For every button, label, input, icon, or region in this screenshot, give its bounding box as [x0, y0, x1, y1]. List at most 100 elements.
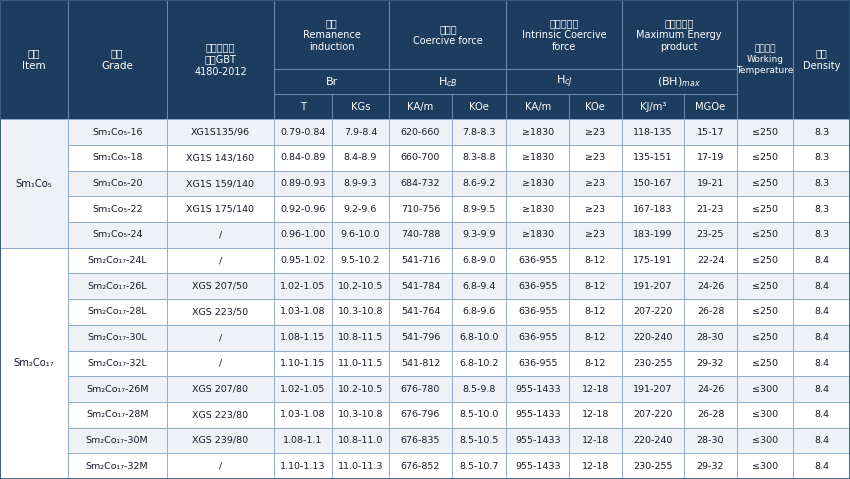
Bar: [621, 196, 684, 222]
Bar: [793, 145, 850, 171]
Text: 8-12: 8-12: [585, 256, 606, 265]
Bar: [67, 402, 167, 428]
Text: 6.8-9.4: 6.8-9.4: [462, 282, 496, 291]
Bar: [0, 0, 67, 119]
Text: 9.3-9.9: 9.3-9.9: [462, 230, 496, 240]
Bar: [274, 274, 332, 299]
Text: 0.92-0.96: 0.92-0.96: [280, 205, 326, 214]
Text: 6.8-10.2: 6.8-10.2: [460, 359, 499, 368]
Bar: [793, 196, 850, 222]
Text: 167-183: 167-183: [633, 205, 672, 214]
Text: 8.9-9.3: 8.9-9.3: [343, 179, 377, 188]
Text: 8.6-9.2: 8.6-9.2: [462, 179, 496, 188]
Text: 12-18: 12-18: [581, 410, 609, 419]
Text: 636-955: 636-955: [518, 333, 558, 342]
Text: 1.03-1.08: 1.03-1.08: [280, 410, 326, 419]
Bar: [452, 171, 507, 196]
Bar: [793, 0, 850, 119]
Bar: [452, 274, 507, 299]
Bar: [67, 428, 167, 453]
Bar: [274, 119, 332, 145]
Text: ≥23: ≥23: [586, 179, 605, 188]
Text: 1.03-1.08: 1.03-1.08: [280, 308, 326, 317]
Text: 150-167: 150-167: [633, 179, 672, 188]
Bar: [274, 145, 332, 171]
Bar: [274, 325, 332, 351]
Bar: [0, 453, 67, 479]
Bar: [167, 196, 274, 222]
Text: 8.3: 8.3: [814, 127, 830, 137]
Text: 8.4-8.9: 8.4-8.9: [343, 153, 377, 162]
Text: 8.3: 8.3: [814, 205, 830, 214]
Bar: [274, 94, 332, 119]
Bar: [167, 299, 274, 325]
Text: 密度
Density: 密度 Density: [803, 49, 841, 70]
Text: Sm₁Co₅: Sm₁Co₅: [15, 179, 52, 189]
Text: Sm₁Co₅-22: Sm₁Co₅-22: [92, 205, 143, 214]
Text: 620-660: 620-660: [401, 127, 440, 137]
Text: 8.3-8.8: 8.3-8.8: [462, 153, 496, 162]
Bar: [737, 274, 793, 299]
Text: 8.4: 8.4: [814, 333, 830, 342]
Text: 8.4: 8.4: [814, 436, 830, 445]
Bar: [389, 69, 507, 94]
Bar: [569, 453, 621, 479]
Text: 24-26: 24-26: [697, 385, 724, 394]
Bar: [569, 376, 621, 402]
Text: KA/m: KA/m: [524, 102, 551, 112]
Bar: [507, 351, 569, 376]
Text: 17-19: 17-19: [697, 153, 724, 162]
Bar: [0, 274, 67, 299]
Text: XGS 239/80: XGS 239/80: [192, 436, 248, 445]
Text: ≥1830: ≥1830: [522, 179, 553, 188]
Text: 710-756: 710-756: [401, 205, 440, 214]
Text: XG1S 159/140: XG1S 159/140: [186, 179, 254, 188]
Text: Sm₂Co₁₇-32M: Sm₂Co₁₇-32M: [86, 462, 149, 471]
Bar: [67, 376, 167, 402]
Text: Sm₂Co₁₇-26M: Sm₂Co₁₇-26M: [86, 385, 149, 394]
Bar: [569, 119, 621, 145]
Text: 676-780: 676-780: [401, 385, 440, 394]
Bar: [684, 248, 737, 274]
Bar: [274, 376, 332, 402]
Text: 11.0-11.5: 11.0-11.5: [337, 359, 383, 368]
Text: 8.3: 8.3: [814, 230, 830, 240]
Bar: [452, 299, 507, 325]
Text: 541-812: 541-812: [401, 359, 440, 368]
Bar: [621, 0, 737, 69]
Text: XGS 223/80: XGS 223/80: [192, 410, 248, 419]
Bar: [737, 145, 793, 171]
Text: 牌号
Grade: 牌号 Grade: [101, 49, 133, 70]
Bar: [274, 351, 332, 376]
Bar: [621, 351, 684, 376]
Bar: [0, 222, 67, 248]
Bar: [0, 119, 67, 145]
Text: 26-28: 26-28: [697, 308, 724, 317]
Bar: [67, 0, 167, 119]
Bar: [569, 274, 621, 299]
Bar: [452, 325, 507, 351]
Text: (BH)$_{max}$: (BH)$_{max}$: [657, 75, 701, 89]
Text: 207-220: 207-220: [633, 308, 672, 317]
Bar: [793, 376, 850, 402]
Text: ≥23: ≥23: [586, 153, 605, 162]
Text: 541-796: 541-796: [401, 333, 440, 342]
Bar: [507, 171, 569, 196]
Text: 剩磁
Remanence
induction: 剩磁 Remanence induction: [303, 18, 360, 52]
Bar: [569, 299, 621, 325]
Bar: [332, 325, 389, 351]
Text: Sm₂Co₁₇-24L: Sm₂Co₁₇-24L: [88, 256, 147, 265]
Text: Sm₁Co₅-18: Sm₁Co₅-18: [92, 153, 143, 162]
Text: 636-955: 636-955: [518, 359, 558, 368]
Bar: [793, 453, 850, 479]
Text: 29-32: 29-32: [697, 462, 724, 471]
Text: KOe: KOe: [469, 102, 489, 112]
Bar: [389, 428, 452, 453]
Text: Sm₂Co₁₇: Sm₂Co₁₇: [14, 358, 54, 368]
Bar: [332, 171, 389, 196]
Text: Sm₂Co₁₇-32L: Sm₂Co₁₇-32L: [88, 359, 147, 368]
Bar: [621, 94, 684, 119]
Text: Sm₂Co₁₇-28L: Sm₂Co₁₇-28L: [88, 308, 147, 317]
Text: 1.08-1.15: 1.08-1.15: [280, 333, 326, 342]
Bar: [167, 325, 274, 351]
